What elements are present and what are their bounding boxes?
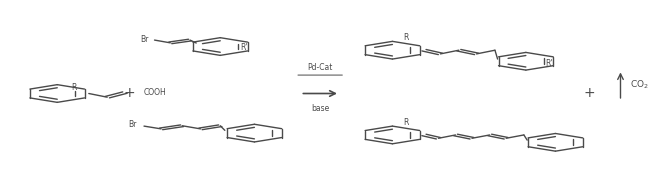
Text: Br: Br <box>140 35 148 44</box>
Text: COOH: COOH <box>143 88 166 97</box>
Text: +: + <box>584 87 595 100</box>
Text: R: R <box>71 83 77 93</box>
Text: base: base <box>311 104 329 113</box>
Text: R': R' <box>546 59 553 68</box>
Text: R: R <box>403 33 409 42</box>
Text: Br: Br <box>129 120 137 129</box>
Text: +: + <box>123 87 135 100</box>
Text: CO$_2$: CO$_2$ <box>630 78 649 91</box>
Text: Pd-Cat: Pd-Cat <box>308 63 333 72</box>
Text: R': R' <box>240 43 248 52</box>
Text: R: R <box>403 118 409 127</box>
